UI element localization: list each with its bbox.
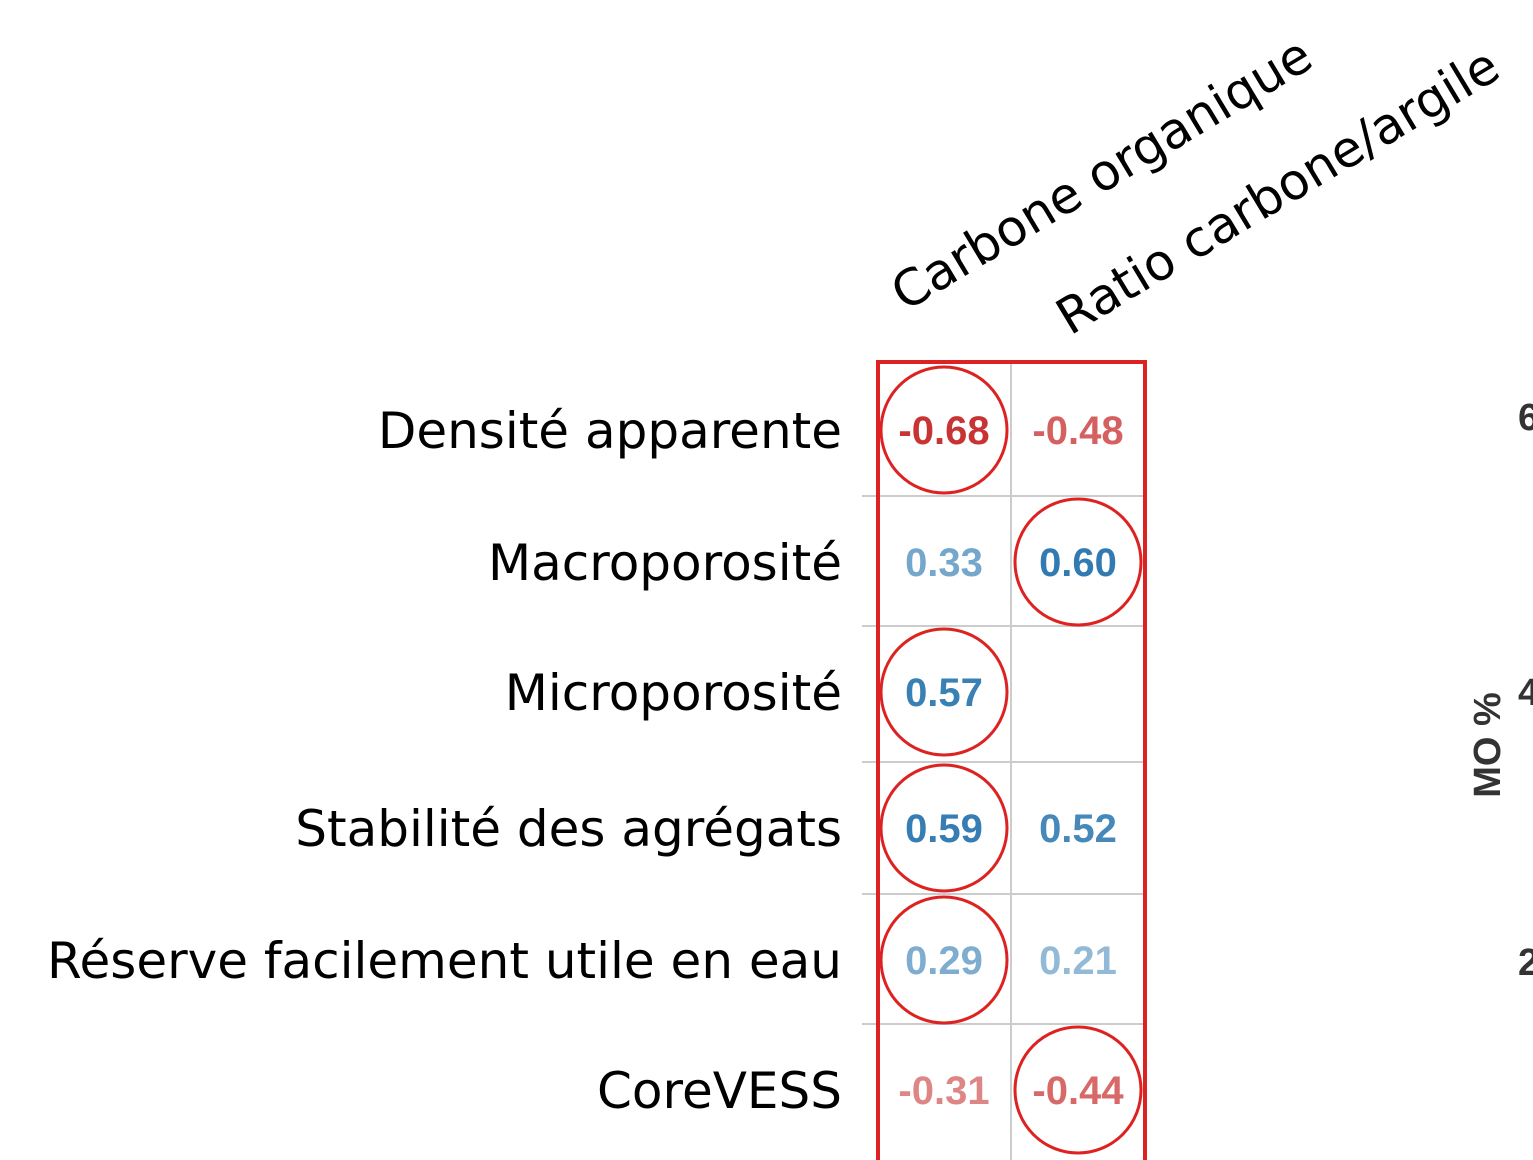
cell-value: 0.52 — [1039, 807, 1117, 851]
cell-value: -0.48 — [1032, 409, 1123, 453]
axis-label: MO % — [1467, 692, 1509, 798]
cell-value: 0.60 — [1039, 541, 1117, 585]
cell-value: -0.44 — [1032, 1069, 1124, 1113]
axis-tick: 2 — [1518, 942, 1533, 984]
cell-value: -0.68 — [898, 409, 989, 453]
row-label: Microporosité — [505, 664, 842, 722]
highlight-frame — [876, 360, 1147, 1160]
row-label: Macroporosité — [488, 534, 842, 592]
highlight-circle — [1013, 497, 1143, 627]
cell-value: 0.33 — [905, 541, 983, 585]
highlight-circle — [1013, 1025, 1143, 1155]
cell-value: 0.29 — [905, 939, 983, 983]
highlight-circle — [879, 627, 1009, 757]
highlight-circle — [879, 763, 1009, 893]
row-label: Stabilité des agrégats — [295, 800, 842, 858]
highlight-circle — [879, 365, 1009, 495]
cell-value: 0.57 — [905, 671, 983, 715]
cell-value: 0.59 — [905, 807, 983, 851]
row-label: Réserve facilement utile en eau — [47, 932, 842, 990]
cell-value: -0.31 — [898, 1069, 989, 1113]
cell-value: 0.21 — [1039, 939, 1117, 983]
row-label: Densité apparente — [378, 402, 842, 460]
axis-tick: 6 — [1518, 397, 1533, 439]
highlight-circle — [879, 895, 1009, 1025]
axis-tick: 4 — [1518, 672, 1533, 714]
row-label: CoreVESS — [597, 1062, 842, 1120]
